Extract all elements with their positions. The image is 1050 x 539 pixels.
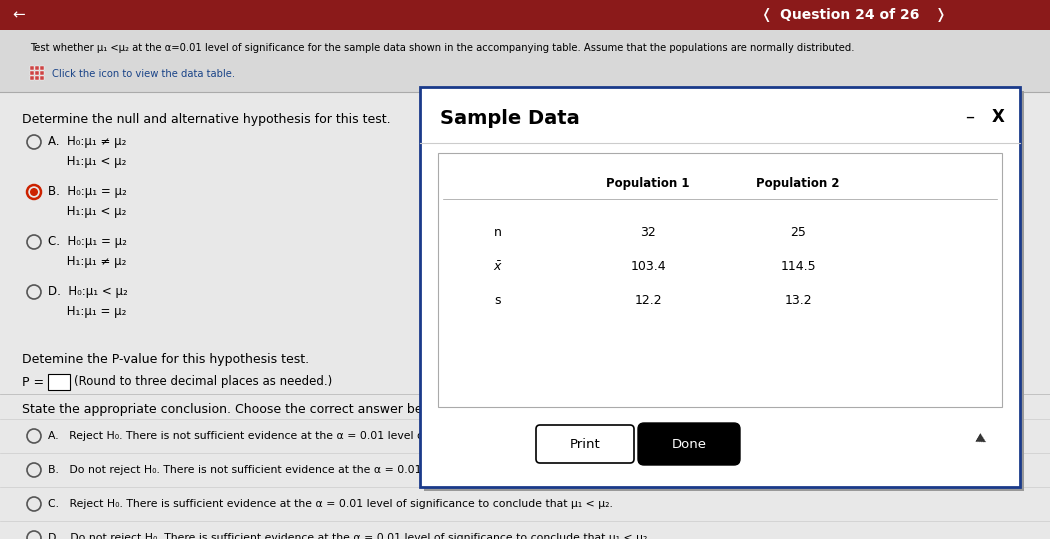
Text: Population 2: Population 2 — [756, 176, 840, 190]
Circle shape — [30, 188, 38, 196]
FancyBboxPatch shape — [0, 30, 1050, 92]
Text: C.   Reject H₀. There is sufficient evidence at the α = 0.01 level of significan: C. Reject H₀. There is sufficient eviden… — [48, 499, 613, 509]
Text: Print: Print — [569, 438, 601, 451]
Text: Detemine the P-value for this hypothesis test.: Detemine the P-value for this hypothesis… — [22, 354, 309, 367]
Text: H₁:μ₁ = μ₂: H₁:μ₁ = μ₂ — [48, 306, 126, 319]
Text: ❬: ❬ — [760, 8, 772, 22]
Text: D.  H₀:μ₁ < μ₂: D. H₀:μ₁ < μ₂ — [48, 286, 128, 299]
Text: 13.2: 13.2 — [784, 294, 812, 308]
Text: 25: 25 — [790, 226, 806, 239]
Text: 32: 32 — [640, 226, 656, 239]
Text: 114.5: 114.5 — [780, 260, 816, 273]
FancyBboxPatch shape — [30, 66, 34, 70]
Text: A.   Reject H₀. There is not sufficient evidence at the α = 0.01 level of signif: A. Reject H₀. There is not sufficient ev… — [48, 431, 634, 441]
FancyBboxPatch shape — [424, 91, 1024, 491]
FancyBboxPatch shape — [48, 374, 70, 390]
FancyBboxPatch shape — [0, 92, 1050, 539]
FancyBboxPatch shape — [420, 87, 1020, 487]
Text: H₁:μ₁ < μ₂: H₁:μ₁ < μ₂ — [48, 205, 126, 218]
FancyBboxPatch shape — [638, 423, 740, 465]
Text: Population 1: Population 1 — [606, 176, 690, 190]
Text: –: – — [966, 108, 974, 126]
FancyBboxPatch shape — [40, 76, 44, 80]
Text: ←: ← — [12, 8, 25, 23]
Text: A.  H₀:μ₁ ≠ μ₂: A. H₀:μ₁ ≠ μ₂ — [48, 135, 126, 149]
FancyBboxPatch shape — [35, 71, 39, 75]
Text: Determine the null and alternative hypothesis for this test.: Determine the null and alternative hypot… — [22, 114, 391, 127]
FancyBboxPatch shape — [30, 71, 34, 75]
Text: s: s — [495, 294, 501, 308]
Text: B.  H₀:μ₁ = μ₂: B. H₀:μ₁ = μ₂ — [48, 185, 127, 198]
Text: Question 24 of 26: Question 24 of 26 — [780, 8, 920, 22]
Text: X: X — [991, 108, 1005, 126]
FancyBboxPatch shape — [536, 425, 634, 463]
FancyBboxPatch shape — [40, 71, 44, 75]
FancyBboxPatch shape — [35, 66, 39, 70]
FancyBboxPatch shape — [35, 76, 39, 80]
Text: Click the icon to view the data table.: Click the icon to view the data table. — [52, 69, 235, 79]
FancyBboxPatch shape — [0, 0, 1050, 30]
Text: State the appropriate conclusion. Choose the correct answer below.: State the appropriate conclusion. Choose… — [22, 404, 446, 417]
FancyBboxPatch shape — [438, 153, 1002, 407]
Text: Sample Data: Sample Data — [440, 109, 580, 128]
Text: H₁:μ₁ < μ₂: H₁:μ₁ < μ₂ — [48, 155, 126, 169]
Text: n: n — [495, 226, 502, 239]
Text: B.   Do not reject H₀. There is not sufficient evidence at the α = 0.01 level of: B. Do not reject H₀. There is not suffic… — [48, 465, 671, 475]
Text: C.  H₀:μ₁ = μ₂: C. H₀:μ₁ = μ₂ — [48, 236, 127, 248]
Text: H₁:μ₁ ≠ μ₂: H₁:μ₁ ≠ μ₂ — [48, 255, 126, 268]
Text: Test whether μ₁ <μ₂ at the α=0.01 level of significance for the sample data show: Test whether μ₁ <μ₂ at the α=0.01 level … — [30, 43, 855, 53]
FancyBboxPatch shape — [40, 66, 44, 70]
Text: P =: P = — [22, 376, 44, 389]
Text: ❭: ❭ — [934, 8, 947, 22]
FancyBboxPatch shape — [30, 76, 34, 80]
Text: 12.2: 12.2 — [634, 294, 662, 308]
Text: Done: Done — [672, 438, 707, 451]
Text: $\bar{x}$: $\bar{x}$ — [494, 260, 503, 274]
Text: 103.4: 103.4 — [630, 260, 666, 273]
Text: D.   Do not reject H₀. There is sufficient evidence at the α = 0.01 level of sig: D. Do not reject H₀. There is sufficient… — [48, 533, 651, 539]
Text: (Round to three decimal places as needed.): (Round to three decimal places as needed… — [74, 376, 332, 389]
Text: ▶: ▶ — [974, 431, 989, 447]
